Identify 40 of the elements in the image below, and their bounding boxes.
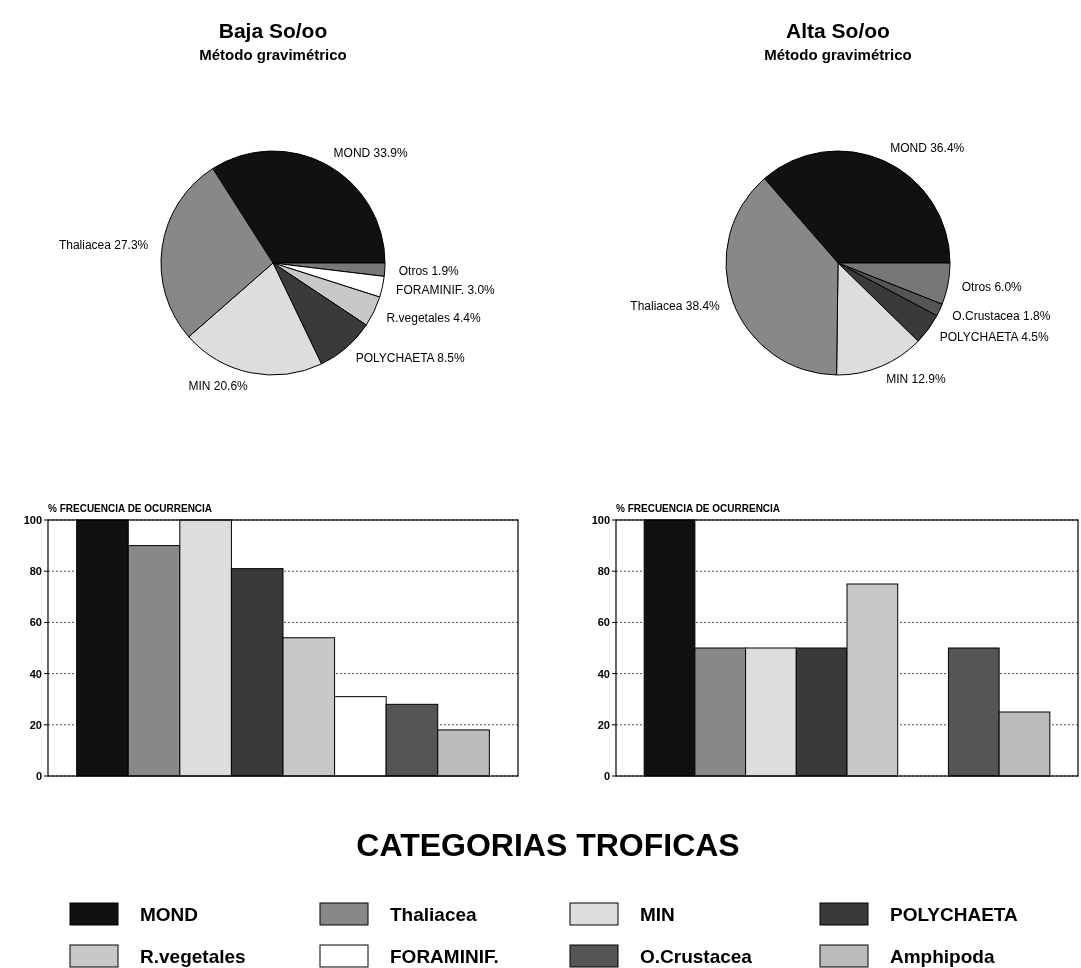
slice-label: O.Crustacea 1.8% (952, 308, 1051, 323)
y-tick-label: 0 (603, 770, 610, 782)
slice-label: MOND 36.4% (890, 141, 965, 156)
slice-label: Otros 1.9% (398, 263, 460, 278)
y-tick-label: 60 (29, 616, 42, 629)
slice-label: Otros 6.0% (961, 279, 1023, 294)
slice-label: MIN 20.6% (188, 379, 249, 394)
chart-title: Alta So/oo (786, 19, 890, 42)
chart-subtitle: Método gravimétrico (764, 46, 912, 63)
legend-title: CATEGORIAS TROFICAS (356, 827, 740, 863)
legend-label: R.vegetales (140, 946, 246, 967)
y-tick-label: 20 (597, 718, 610, 731)
legend-label: MOND (140, 904, 199, 925)
y-tick-label: 40 (597, 667, 610, 680)
chart-title: Baja So/oo (218, 19, 328, 42)
slice-label: FORAMINIF. 3.0% (396, 282, 496, 297)
slice-label: MOND 33.9% (333, 145, 408, 160)
y-tick-label: 40 (29, 667, 42, 680)
legend-label: FORAMINIF. (390, 946, 499, 967)
legend-label: MIN (640, 904, 675, 925)
chart-subtitle: Método gravimétrico (199, 46, 347, 63)
slice-label: MIN 12.9% (886, 372, 946, 387)
legend-label: POLYCHAETA (890, 904, 1019, 925)
y-tick-label: 80 (29, 565, 42, 578)
y-tick-label: 100 (591, 514, 610, 526)
y-tick-label: 0 (35, 770, 42, 782)
legend-label: Thaliacea (390, 904, 478, 925)
slice-label: Thaliacea 27.3% (58, 238, 149, 253)
slice-label: POLYCHAETA 8.5% (355, 351, 465, 366)
y-tick-label: 60 (597, 616, 610, 629)
y-tick-label: 80 (597, 565, 610, 578)
slice-label: POLYCHAETA 4.5% (939, 330, 1049, 345)
slice-label: R.vegetales 4.4% (386, 310, 481, 325)
slice-label: Thaliacea 38.4% (630, 299, 721, 314)
y-axis-title: % FRECUENCIA DE OCURRENCIA (616, 503, 781, 514)
y-axis-title: % FRECUENCIA DE OCURRENCIA (48, 503, 213, 514)
y-tick-label: 100 (23, 514, 42, 526)
legend-label: Amphipoda (890, 946, 995, 967)
y-tick-label: 20 (29, 718, 42, 731)
legend-label: O.Crustacea (640, 946, 753, 967)
